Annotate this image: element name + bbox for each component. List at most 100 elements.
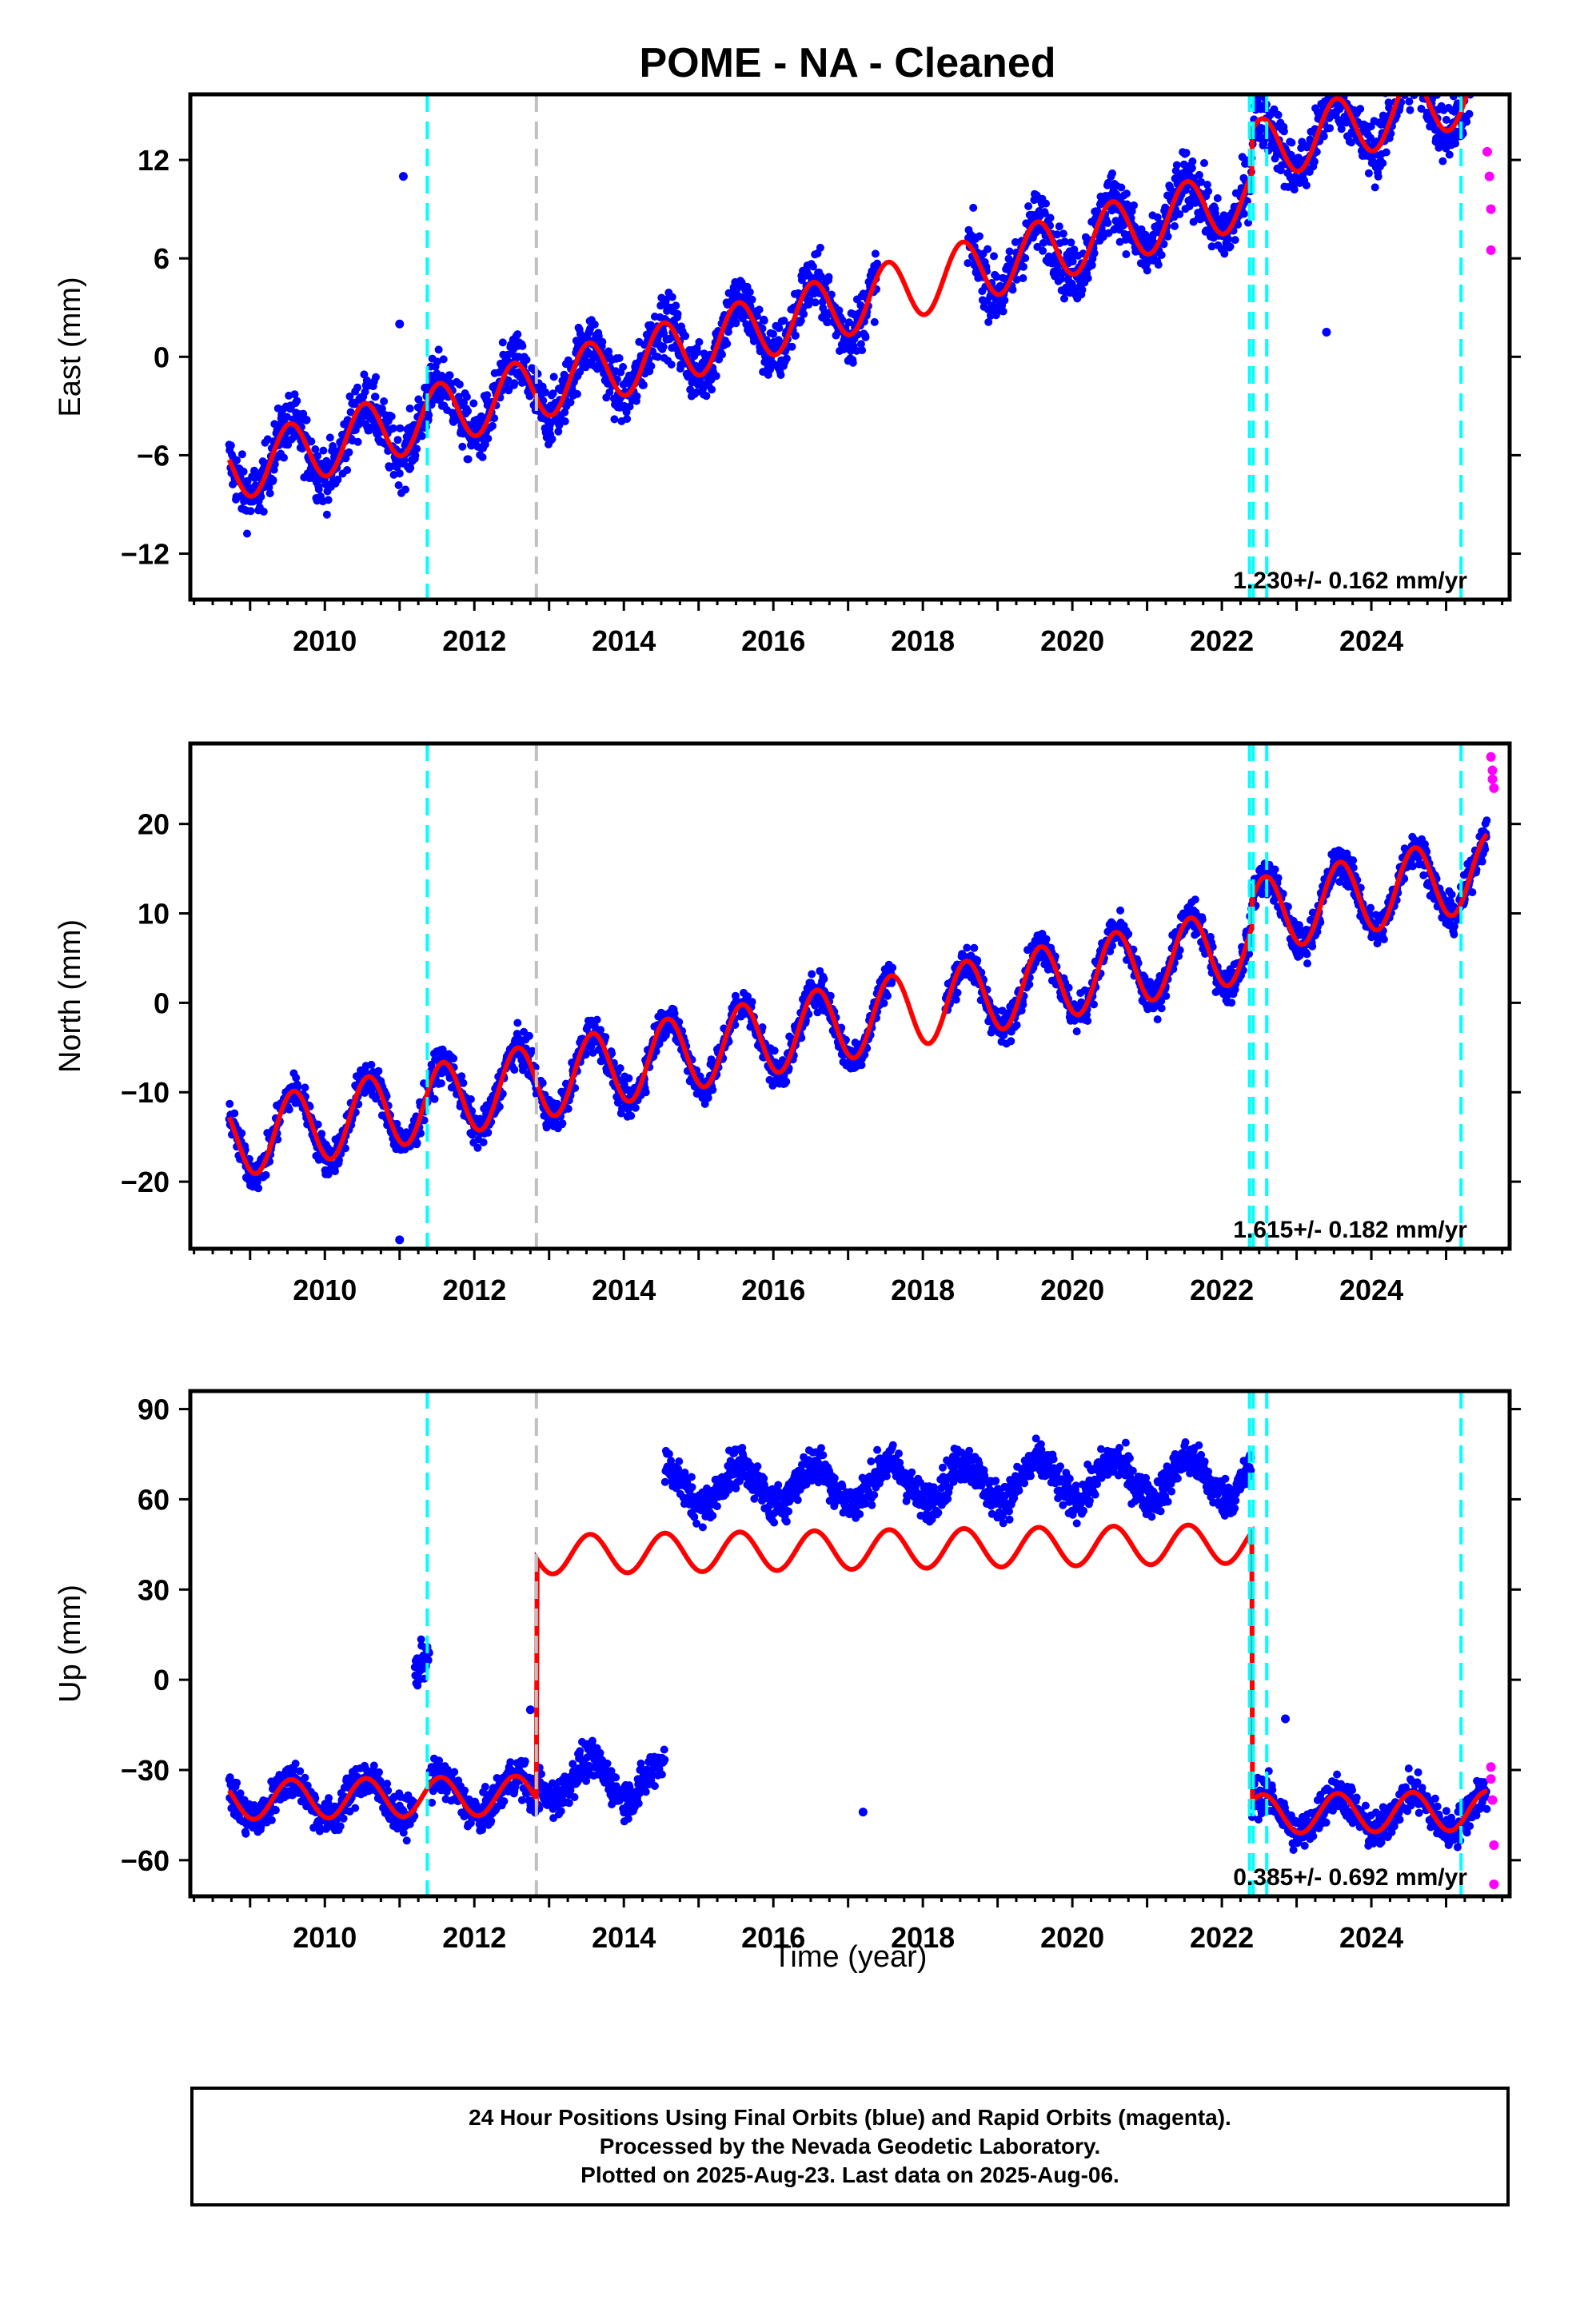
x-tick-label: 2020 bbox=[1040, 624, 1104, 657]
data-point bbox=[1334, 71, 1342, 79]
data-point bbox=[345, 448, 353, 456]
data-point bbox=[1065, 984, 1073, 992]
data-point bbox=[1188, 157, 1196, 165]
data-point bbox=[792, 332, 800, 340]
data-point bbox=[1411, 78, 1419, 86]
data-point bbox=[1414, 62, 1422, 70]
data-point bbox=[1275, 111, 1283, 119]
data-point bbox=[1406, 106, 1414, 114]
data-point bbox=[413, 444, 421, 452]
data-point bbox=[616, 354, 624, 362]
data-point bbox=[672, 301, 680, 309]
data-point bbox=[976, 233, 984, 241]
data-point bbox=[1123, 189, 1131, 197]
data-point bbox=[1471, 72, 1479, 80]
data-point bbox=[1404, 60, 1412, 68]
data-point bbox=[1407, 58, 1415, 66]
data-point bbox=[518, 342, 526, 350]
data-point bbox=[1469, 71, 1477, 79]
data-point bbox=[884, 992, 892, 1000]
data-point bbox=[523, 356, 531, 364]
data-point bbox=[952, 996, 960, 1004]
data-point bbox=[1155, 261, 1163, 269]
data-point bbox=[1214, 194, 1222, 202]
data-point bbox=[1477, 44, 1485, 52]
data-point bbox=[1291, 185, 1299, 193]
data-point bbox=[353, 384, 361, 392]
x-tick-label: 2010 bbox=[293, 624, 357, 657]
data-point bbox=[435, 345, 443, 353]
data-point bbox=[756, 305, 764, 313]
data-point bbox=[880, 999, 888, 1007]
data-point bbox=[237, 1130, 245, 1138]
data-point bbox=[708, 385, 716, 393]
data-point bbox=[1073, 1027, 1081, 1035]
data-point bbox=[990, 252, 998, 260]
data-point bbox=[1472, 55, 1480, 63]
data-point bbox=[783, 354, 791, 362]
data-point bbox=[1481, 48, 1489, 56]
data-point bbox=[1335, 76, 1343, 84]
data-point bbox=[225, 1100, 233, 1108]
data-point bbox=[240, 468, 248, 476]
data-point bbox=[1320, 133, 1328, 141]
data-point bbox=[440, 355, 448, 363]
data-point bbox=[1474, 50, 1482, 58]
data-point bbox=[1091, 249, 1099, 257]
data-point bbox=[1124, 930, 1132, 938]
final-orbit-points bbox=[225, 24, 1496, 537]
x-tick-label: 2012 bbox=[442, 624, 506, 657]
data-point bbox=[1413, 84, 1421, 92]
rate-label: 1.230+/- 0.162 mm/yr bbox=[1233, 568, 1467, 594]
data-point bbox=[1382, 149, 1390, 157]
data-point bbox=[558, 1119, 566, 1127]
data-point bbox=[820, 975, 828, 983]
data-point bbox=[1227, 242, 1235, 250]
data-point bbox=[467, 1095, 475, 1103]
data-point bbox=[668, 293, 676, 301]
data-point bbox=[1083, 1017, 1091, 1025]
data-point bbox=[593, 1016, 601, 1024]
data-point bbox=[1470, 60, 1478, 68]
data-point bbox=[317, 1130, 325, 1138]
y-tick-label: −6 bbox=[137, 439, 170, 472]
data-point bbox=[1365, 169, 1373, 177]
data-point bbox=[418, 433, 426, 440]
data-point bbox=[1405, 98, 1413, 106]
data-point bbox=[1007, 1037, 1015, 1045]
data-point bbox=[748, 998, 756, 1006]
data-point bbox=[561, 417, 569, 425]
data-point bbox=[1480, 42, 1488, 50]
data-point bbox=[513, 330, 521, 338]
data-point bbox=[1329, 82, 1337, 90]
data-point bbox=[642, 1088, 650, 1096]
data-point bbox=[1379, 159, 1386, 167]
data-point bbox=[446, 372, 454, 380]
data-point bbox=[1330, 82, 1338, 90]
data-point bbox=[1142, 231, 1150, 239]
data-point bbox=[1130, 201, 1138, 209]
data-point bbox=[396, 425, 404, 433]
data-point bbox=[483, 391, 491, 399]
data-point bbox=[1423, 76, 1431, 84]
data-point bbox=[1422, 84, 1430, 92]
data-point bbox=[479, 453, 487, 461]
data-point bbox=[1024, 202, 1032, 210]
data-point bbox=[695, 338, 703, 346]
data-point bbox=[394, 436, 402, 444]
data-point bbox=[769, 330, 777, 338]
data-point bbox=[1401, 79, 1409, 87]
data-point bbox=[812, 298, 820, 306]
data-point bbox=[1467, 82, 1475, 90]
y-tick-label: 6 bbox=[154, 242, 170, 275]
data-point bbox=[293, 397, 301, 405]
data-point bbox=[800, 310, 808, 318]
data-point bbox=[632, 1104, 640, 1112]
data-point bbox=[1084, 274, 1092, 282]
data-point bbox=[1116, 907, 1124, 915]
data-point bbox=[1414, 83, 1422, 91]
data-point bbox=[1398, 74, 1406, 82]
data-point bbox=[1418, 71, 1426, 79]
data-point bbox=[1438, 157, 1446, 165]
